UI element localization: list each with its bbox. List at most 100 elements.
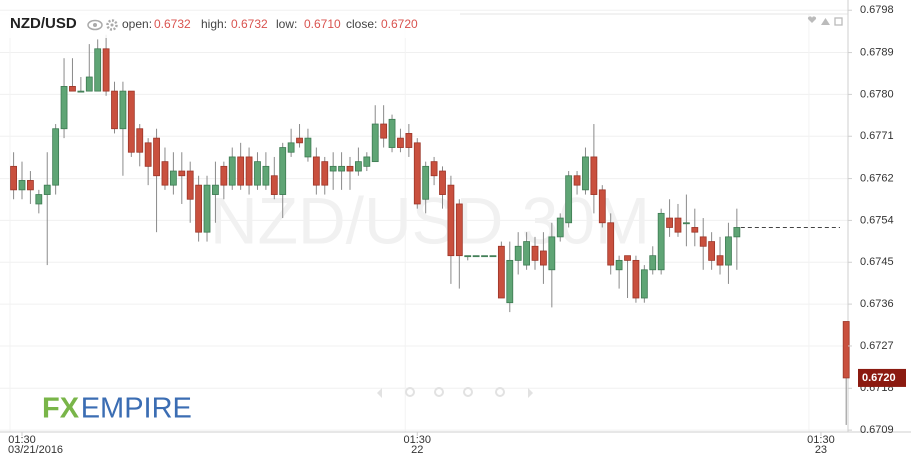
candle-body [716, 255, 724, 266]
candle-body [388, 118, 396, 148]
candle-body [153, 137, 160, 177]
candle-body [481, 255, 488, 258]
y-tick-label: 0.6709 [860, 424, 894, 436]
candle-body [540, 250, 547, 266]
eye-icon[interactable] [87, 19, 103, 31]
candle-body [666, 217, 673, 228]
candle-body [119, 90, 127, 130]
price-tag [858, 368, 906, 387]
candle-body [136, 128, 144, 153]
candle-body [531, 245, 539, 261]
candle-body [354, 161, 362, 172]
candle-body [127, 90, 135, 153]
high-value: 0.6732 [231, 17, 268, 31]
candle-body [10, 165, 17, 191]
logo-empire: EMPIRE [81, 393, 192, 425]
y-tick-label: 0.6727 [860, 340, 894, 352]
candle-body [102, 48, 110, 92]
x-tick-sublabel: 03/21/2016 [8, 444, 63, 456]
refresh[interactable] [495, 387, 505, 397]
candle-body [733, 227, 741, 238]
zoom-reset[interactable] [463, 387, 473, 397]
candle-body [708, 241, 716, 261]
nav-right[interactable] [528, 388, 533, 398]
candle-body [397, 137, 404, 148]
candle-body [237, 156, 245, 186]
candle-body [447, 184, 455, 257]
candle-body [262, 165, 270, 186]
settings-icon[interactable] [106, 19, 118, 31]
candle-body [565, 175, 573, 224]
candle-body [212, 184, 219, 195]
candle-body [186, 170, 194, 200]
close-label: close: [346, 17, 377, 31]
chart-type-icon[interactable] [821, 18, 830, 25]
candle-body [582, 156, 589, 191]
open-value: 0.6732 [154, 17, 191, 31]
candle-body [296, 137, 303, 144]
x-tick-sublabel: 23 [815, 444, 827, 456]
zoom-in[interactable] [405, 387, 415, 397]
y-tick-label: 0.6762 [860, 172, 894, 184]
candle-body [413, 142, 421, 205]
candle-body [624, 255, 631, 261]
price-tag-label: 0.6720 [862, 372, 896, 384]
candle-body [94, 48, 102, 92]
candle-body [85, 76, 93, 92]
high-label: high: [201, 17, 227, 31]
navigation-controls [377, 387, 533, 398]
candle-body [573, 175, 581, 186]
candle-body [556, 217, 564, 238]
candle-body [607, 222, 615, 266]
candle-body [615, 259, 623, 271]
x-tick-label: 01:30 [807, 434, 835, 446]
symbol-title: NZD/USD [10, 15, 77, 32]
low-value: 0.6710 [304, 17, 341, 31]
candle-body [287, 142, 295, 153]
candle-body [514, 245, 522, 261]
candle-body [842, 321, 850, 379]
logo-fx: FX [42, 393, 80, 425]
candle-body [35, 194, 43, 205]
candle-body [270, 175, 278, 195]
candles [10, 34, 850, 425]
candle-body [640, 269, 648, 299]
y-tick-label: 0.6771 [860, 130, 894, 142]
candle-body [523, 241, 530, 266]
candle-body [674, 217, 682, 233]
candle-body [649, 255, 657, 271]
candle-body [699, 236, 707, 247]
candle-body [682, 222, 690, 225]
candle-body [590, 156, 598, 195]
candle-body [228, 156, 236, 186]
maximize-icon[interactable] [834, 17, 843, 26]
candle-body [169, 170, 177, 186]
candle-body [329, 165, 337, 172]
candle-body [506, 259, 514, 304]
candle-body [472, 255, 480, 258]
candle-body [405, 133, 413, 148]
watermark: NZD/USD 30M [210, 183, 650, 257]
y-tick-label: 0.6798 [860, 4, 894, 16]
candle-body [371, 123, 379, 163]
nav-left[interactable] [377, 388, 382, 398]
y-tick-label: 0.6736 [860, 298, 894, 310]
candle-body [489, 255, 497, 258]
candle-body [27, 180, 34, 191]
candle-body [430, 161, 438, 177]
axes: 0.67090.67180.67270.67360.67450.67540.67… [8, 4, 906, 456]
candle-body [111, 90, 118, 130]
candle-body [52, 128, 60, 186]
x-tick-sublabel: 22 [411, 444, 423, 456]
y-tick-label: 0.6780 [860, 88, 894, 100]
candle-body [77, 90, 85, 93]
zoom-out[interactable] [434, 387, 444, 397]
favorite-icon[interactable] [807, 16, 817, 23]
close-value: 0.6720 [381, 17, 418, 31]
candle-body [195, 184, 203, 233]
candle-body [363, 156, 371, 167]
candle-body [321, 161, 329, 186]
candle-body [18, 180, 26, 191]
candle-body [632, 259, 640, 299]
